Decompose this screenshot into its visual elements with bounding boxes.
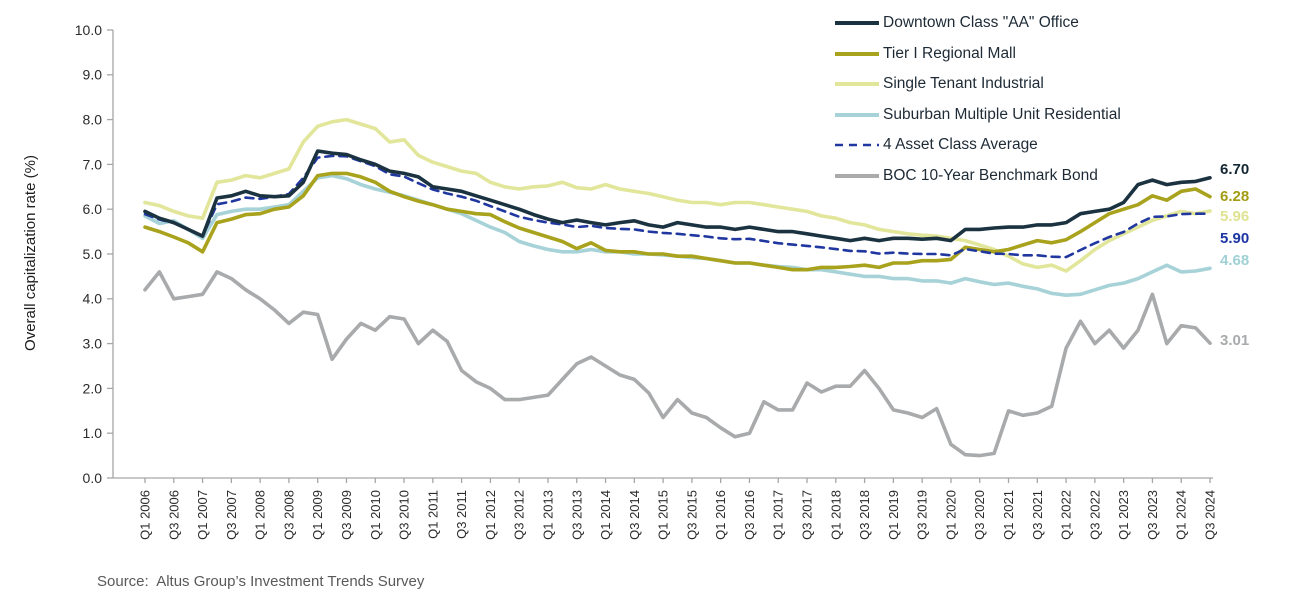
y-tick-label: 7.0 [83,156,103,172]
end-value-label-residential: 4.68 [1220,252,1250,269]
end-value-label-mall: 6.28 [1220,188,1250,205]
x-tick-label: Q1 2010 [368,490,383,540]
y-tick-label: 8.0 [83,112,103,128]
x-tick-label: Q3 2008 [281,490,296,540]
legend-label: Downtown Class "AA" Office [883,14,1079,32]
legend-swatch-average [835,143,879,147]
y-tick-label: 2.0 [83,380,103,396]
x-tick-label: Q3 2016 [742,490,757,540]
y-tick-label: 3.0 [83,336,103,352]
source-note: Source: Altus Group’s Investment Trends … [97,573,425,590]
x-tick-label: Q1 2011 [425,490,440,539]
y-tick-label: 1.0 [83,425,103,441]
y-tick-label: 0.0 [83,470,103,486]
legend-swatch-industrial [835,82,879,87]
y-tick-label: 4.0 [83,291,103,307]
x-tick-label: Q1 2019 [886,490,901,540]
end-value-label-average: 5.90 [1220,230,1250,247]
x-tick-label: Q3 2006 [166,490,181,540]
legend-item-office: Downtown Class "AA" Office [834,8,1121,39]
series-line-industrial [143,117,1212,273]
y-tick-label: 10.0 [75,22,102,38]
x-tick-label: Q1 2006 [138,490,153,540]
legend-swatch-residential [835,112,879,117]
x-tick-label: Q1 2015 [656,490,671,540]
x-tick-label: Q3 2014 [627,490,642,540]
y-tick-label: 9.0 [83,67,103,83]
series-line-mall [143,171,1212,272]
x-tick-label: Q3 2013 [569,490,584,540]
end-value-label-office: 6.70 [1220,161,1250,178]
legend-label: Single Tenant Industrial [883,75,1044,93]
x-tick-label: Q3 2012 [512,490,527,540]
x-tick-label: Q1 2022 [1059,490,1074,540]
x-tick-label: Q3 2011 [454,490,469,539]
series-line-average [143,154,1212,259]
x-tick-label: Q1 2008 [253,490,268,540]
legend-label: BOC 10-Year Benchmark Bond [883,166,1098,184]
y-tick-label: 6.0 [83,201,103,217]
legend-item-average: 4 Asset Class Average [834,130,1121,161]
x-tick-label: Q1 2012 [483,490,498,540]
x-tick-label: Q1 2017 [771,490,786,540]
end-value-label-bond: 3.01 [1220,332,1250,349]
legend: Downtown Class "AA" Office Tier I Regiona… [834,8,1121,191]
x-tick-label: Q1 2024 [1174,490,1189,540]
x-tick-label: Q1 2007 [195,490,210,540]
legend-item-residential: Suburban Multiple Unit Residential [834,100,1121,131]
legend-item-industrial: Single Tenant Industrial [834,69,1121,100]
x-tick-label: Q3 2021 [1030,490,1045,540]
x-tick-label: Q1 2018 [828,490,843,540]
legend-swatch-mall [835,51,879,56]
x-tick-label: Q3 2018 [857,490,872,540]
x-tick-label: Q3 2022 [1087,490,1102,540]
x-tick-label: Q3 2024 [1203,490,1218,540]
end-value-label-industrial: 5.96 [1220,208,1250,225]
x-tick-label: Q3 2020 [972,490,987,540]
series-line-office [143,149,1212,243]
x-tick-label: Q3 2017 [800,490,815,540]
x-tick-label: Q1 2021 [1001,490,1016,540]
legend-item-mall: Tier I Regional Mall [834,39,1121,70]
x-tick-label: Q3 2010 [397,490,412,540]
y-tick-label: 5.0 [83,246,103,262]
x-tick-label: Q3 2019 [915,490,930,540]
x-tick-label: Q1 2013 [540,490,555,540]
legend-swatch-office [835,21,879,26]
x-tick-label: Q1 2023 [1116,490,1131,540]
legend-item-bond: BOC 10-Year Benchmark Bond [834,161,1121,192]
legend-label: Suburban Multiple Unit Residential [883,105,1121,123]
series-line-bond [143,270,1212,458]
x-tick-label: Q1 2014 [598,490,613,540]
x-tick-label: Q1 2016 [713,490,728,540]
x-tick-label: Q3 2009 [339,490,354,540]
legend-swatch-bond [835,173,879,178]
x-tick-label: Q1 2009 [310,490,325,540]
x-tick-label: Q3 2023 [1145,490,1160,540]
x-tick-label: Q3 2015 [684,490,699,540]
legend-label: 4 Asset Class Average [883,136,1038,154]
x-tick-label: Q3 2007 [224,490,239,540]
x-tick-label: Q1 2020 [943,490,958,540]
legend-label: Tier I Regional Mall [883,44,1016,62]
